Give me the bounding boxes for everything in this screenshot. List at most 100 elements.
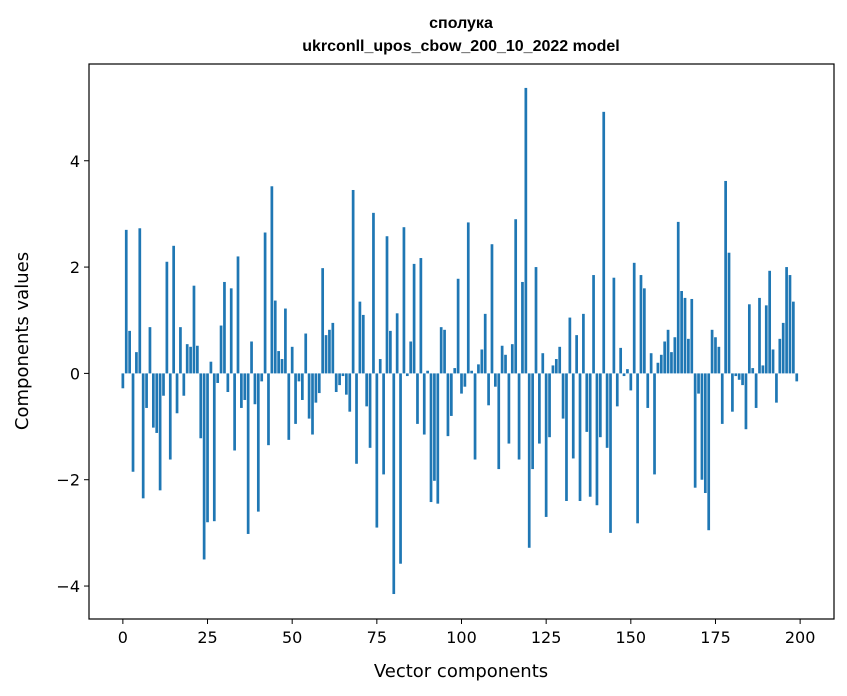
x-tick-label: 150 [616, 628, 647, 647]
bar [483, 313, 487, 374]
chart-title: сполука [429, 15, 493, 32]
bar [121, 373, 125, 389]
bar [747, 304, 751, 374]
bar [317, 373, 321, 394]
bar [697, 373, 700, 394]
bar [412, 263, 416, 374]
bar [497, 373, 501, 470]
bar [429, 373, 433, 503]
bar [439, 327, 443, 374]
bar [538, 373, 541, 444]
bar [592, 275, 595, 374]
bar [751, 368, 755, 374]
bar [426, 370, 429, 374]
bar [385, 236, 389, 374]
bar [676, 221, 680, 374]
bar [338, 373, 341, 386]
y-tick-label: 2 [70, 258, 80, 277]
bar [524, 87, 528, 374]
bar [683, 297, 687, 374]
bar [175, 373, 179, 414]
bar [148, 327, 152, 374]
bar [328, 329, 331, 374]
bar [558, 346, 562, 374]
bar [480, 349, 484, 374]
bar [588, 373, 592, 497]
bar [582, 313, 585, 374]
bar [321, 268, 325, 374]
bar [510, 344, 514, 374]
bar [419, 258, 423, 374]
bar [168, 373, 172, 460]
bar [795, 373, 799, 382]
bar [192, 285, 196, 374]
bar [253, 373, 257, 405]
bar [663, 341, 667, 374]
bar [304, 333, 308, 374]
bar [199, 373, 203, 439]
bar [226, 373, 230, 393]
bar [287, 373, 291, 440]
bar [151, 373, 155, 428]
bar [565, 373, 568, 501]
bar [446, 373, 450, 437]
bar [507, 373, 511, 444]
bar [260, 373, 264, 382]
bar [277, 351, 280, 374]
bar [788, 275, 792, 374]
bar [179, 327, 182, 374]
x-tick-label: 125 [531, 628, 562, 647]
bar [219, 325, 223, 374]
chart-subtitle: ukrconll_upos_cbow_200_10_2022 model [302, 38, 619, 55]
bar [494, 373, 497, 387]
bar [531, 373, 534, 470]
bar [734, 373, 738, 377]
bar [141, 373, 145, 499]
y-tick-label: 4 [70, 152, 80, 171]
bar [165, 261, 169, 374]
bar [243, 373, 247, 400]
bar [324, 335, 328, 374]
bar [297, 373, 301, 382]
bar [521, 281, 524, 374]
bar [124, 229, 128, 374]
bar [714, 337, 717, 374]
bar [236, 256, 240, 374]
bar [764, 305, 768, 374]
bar [649, 353, 653, 374]
bar [639, 275, 643, 374]
bar [314, 373, 318, 403]
bar [158, 373, 162, 491]
bar [162, 373, 165, 396]
bar [636, 373, 639, 524]
bar [487, 373, 490, 406]
bar [365, 373, 369, 407]
bar [561, 373, 565, 419]
bar [731, 373, 734, 412]
bar [456, 278, 460, 374]
bar [202, 373, 206, 560]
y-tick-label: −2 [56, 471, 80, 490]
bar [460, 373, 463, 394]
bar [771, 349, 775, 374]
x-axis: 0 25 50 75 100 125 150 175 200 [118, 619, 815, 647]
bar [720, 373, 724, 424]
bar [345, 373, 348, 395]
bar [145, 373, 148, 408]
bar [754, 373, 758, 408]
bar [670, 352, 673, 374]
bar [632, 262, 636, 374]
bar [761, 365, 765, 374]
x-tick-label: 0 [118, 628, 128, 647]
x-tick-label: 75 [367, 628, 387, 647]
bar [463, 373, 467, 387]
bar [575, 335, 578, 374]
bar [135, 352, 138, 374]
bar [534, 267, 538, 374]
bar [290, 346, 294, 374]
bar [541, 353, 545, 374]
bar [389, 330, 392, 374]
bar [395, 313, 399, 374]
bar [473, 373, 477, 460]
